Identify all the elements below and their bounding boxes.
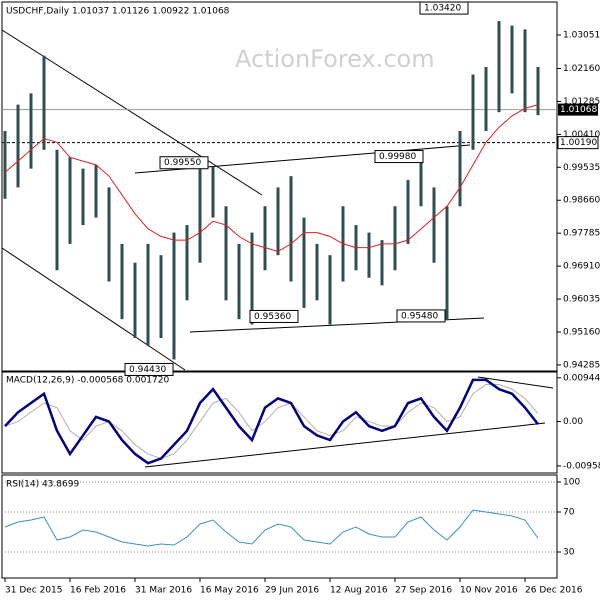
price-bar bbox=[458, 130, 462, 207]
y-tick-label: 1.01285 bbox=[563, 97, 600, 107]
price-bar bbox=[68, 157, 72, 244]
macd-title: MACD(12,26,9) -0.000568 0.001720 bbox=[6, 376, 169, 386]
price-bar bbox=[302, 217, 306, 308]
macd-panel bbox=[1, 371, 558, 474]
x-tick-label: 27 Sep 2016 bbox=[395, 586, 452, 596]
price-bar bbox=[81, 168, 85, 226]
price-bar bbox=[289, 176, 293, 282]
price-panel bbox=[1, 1, 558, 372]
annotation-label: 0.95360 bbox=[254, 312, 291, 322]
price-bar bbox=[406, 179, 410, 244]
y-tick-label: 30 bbox=[563, 548, 575, 558]
annotation-label: 1.03420 bbox=[424, 4, 461, 14]
y-tick-label: 0.98660 bbox=[563, 196, 600, 206]
trend-line bbox=[1, 29, 263, 196]
y-tick-label: -0.009588 bbox=[563, 461, 600, 471]
y-tick-label: 0.95160 bbox=[563, 327, 600, 337]
price-bar bbox=[211, 166, 215, 218]
price-bar bbox=[159, 255, 163, 339]
indicator-line bbox=[4, 104, 539, 252]
x-tick-label: 26 Dec 2016 bbox=[525, 586, 583, 596]
annotation-label: 0.99550 bbox=[164, 158, 201, 168]
annotation-box bbox=[159, 156, 209, 170]
price-bar bbox=[237, 243, 241, 320]
price-bar bbox=[133, 262, 137, 339]
x-tick-label: 31 Dec 2015 bbox=[5, 586, 63, 596]
rsi-panel bbox=[1, 474, 558, 579]
price-bar bbox=[510, 25, 514, 94]
trend-line bbox=[477, 376, 554, 389]
current-box bbox=[558, 103, 598, 116]
price-bar bbox=[224, 206, 228, 301]
trend-line bbox=[144, 422, 546, 468]
price-bar bbox=[146, 243, 150, 346]
price-bar bbox=[367, 232, 371, 278]
price-bar bbox=[471, 74, 475, 150]
y-tick-label: 0.96035 bbox=[563, 295, 600, 305]
price-bar bbox=[445, 206, 449, 320]
x-tick-label: 29 Jun 2016 bbox=[265, 586, 319, 596]
y-tick-label: 0.97785 bbox=[563, 229, 600, 239]
price-bar bbox=[276, 187, 280, 256]
price-bar bbox=[419, 150, 423, 207]
y-tick-label: 1.00410 bbox=[563, 130, 600, 140]
price-bar bbox=[42, 55, 46, 150]
price-bar bbox=[250, 232, 254, 325]
annotation-box bbox=[249, 309, 299, 323]
indicator-line bbox=[4, 378, 539, 465]
y-tick-label: 0.99535 bbox=[563, 163, 600, 173]
y-tick-label: 70 bbox=[563, 508, 575, 518]
price-bar bbox=[55, 149, 59, 271]
price-bar bbox=[29, 93, 33, 169]
annotation-label: 0.94430 bbox=[129, 365, 166, 375]
annotation-label: 0.95480 bbox=[401, 311, 438, 321]
price-bar bbox=[172, 232, 176, 360]
indicator-line bbox=[4, 509, 539, 547]
price-bar bbox=[315, 243, 319, 301]
x-tick-label: 31 Mar 2016 bbox=[135, 586, 192, 596]
price-bar bbox=[3, 130, 7, 199]
price-bar bbox=[263, 206, 267, 271]
level-box bbox=[557, 136, 599, 150]
indicator-line bbox=[4, 384, 539, 460]
y-tick-label: 1.02160 bbox=[563, 64, 600, 74]
y-tick-label: 0.009446 bbox=[563, 373, 600, 383]
price-bar bbox=[185, 225, 189, 301]
x-tick-label: 16 May 2016 bbox=[200, 586, 259, 596]
price-bar bbox=[198, 168, 202, 263]
rsi-title: RSI(14) 43.8699 bbox=[6, 480, 79, 490]
price-bar bbox=[16, 104, 20, 188]
watermark: ActionForex.com bbox=[235, 45, 435, 73]
trend-line bbox=[1, 247, 186, 371]
price-bar bbox=[536, 66, 540, 116]
x-tick-label: 10 Nov 2016 bbox=[460, 586, 518, 596]
annotation-label: 0.99980 bbox=[379, 152, 416, 162]
level-label: 1.00190 bbox=[560, 138, 597, 148]
price-bar bbox=[107, 187, 111, 282]
price-bar bbox=[484, 66, 488, 131]
price-bar bbox=[523, 29, 527, 113]
y-tick-label: 0.96910 bbox=[563, 262, 600, 272]
price-bar bbox=[380, 240, 384, 286]
annotation-box bbox=[374, 150, 424, 164]
y-tick-label: 0.00 bbox=[563, 417, 583, 427]
price-bar bbox=[120, 243, 124, 320]
price-bar bbox=[497, 21, 501, 113]
x-tick-label: 12 Aug 2016 bbox=[330, 586, 388, 596]
x-tick-label: 16 Feb 2016 bbox=[70, 586, 126, 596]
current-label: 1.01068 bbox=[560, 105, 597, 115]
annotation-box bbox=[396, 309, 446, 323]
y-tick-label: 1.03051 bbox=[563, 30, 600, 40]
price-bar bbox=[393, 206, 397, 271]
y-tick-label: 100 bbox=[563, 478, 580, 488]
y-tick-label: 0.94285 bbox=[563, 360, 600, 370]
price-bar bbox=[328, 255, 332, 325]
price-bar bbox=[94, 164, 98, 218]
annotation-box bbox=[124, 362, 174, 376]
chart-title: USDCHF,Daily 1.01037 1.01126 1.00922 1.0… bbox=[6, 7, 230, 17]
price-bar bbox=[432, 187, 436, 263]
annotation-box bbox=[419, 1, 469, 15]
